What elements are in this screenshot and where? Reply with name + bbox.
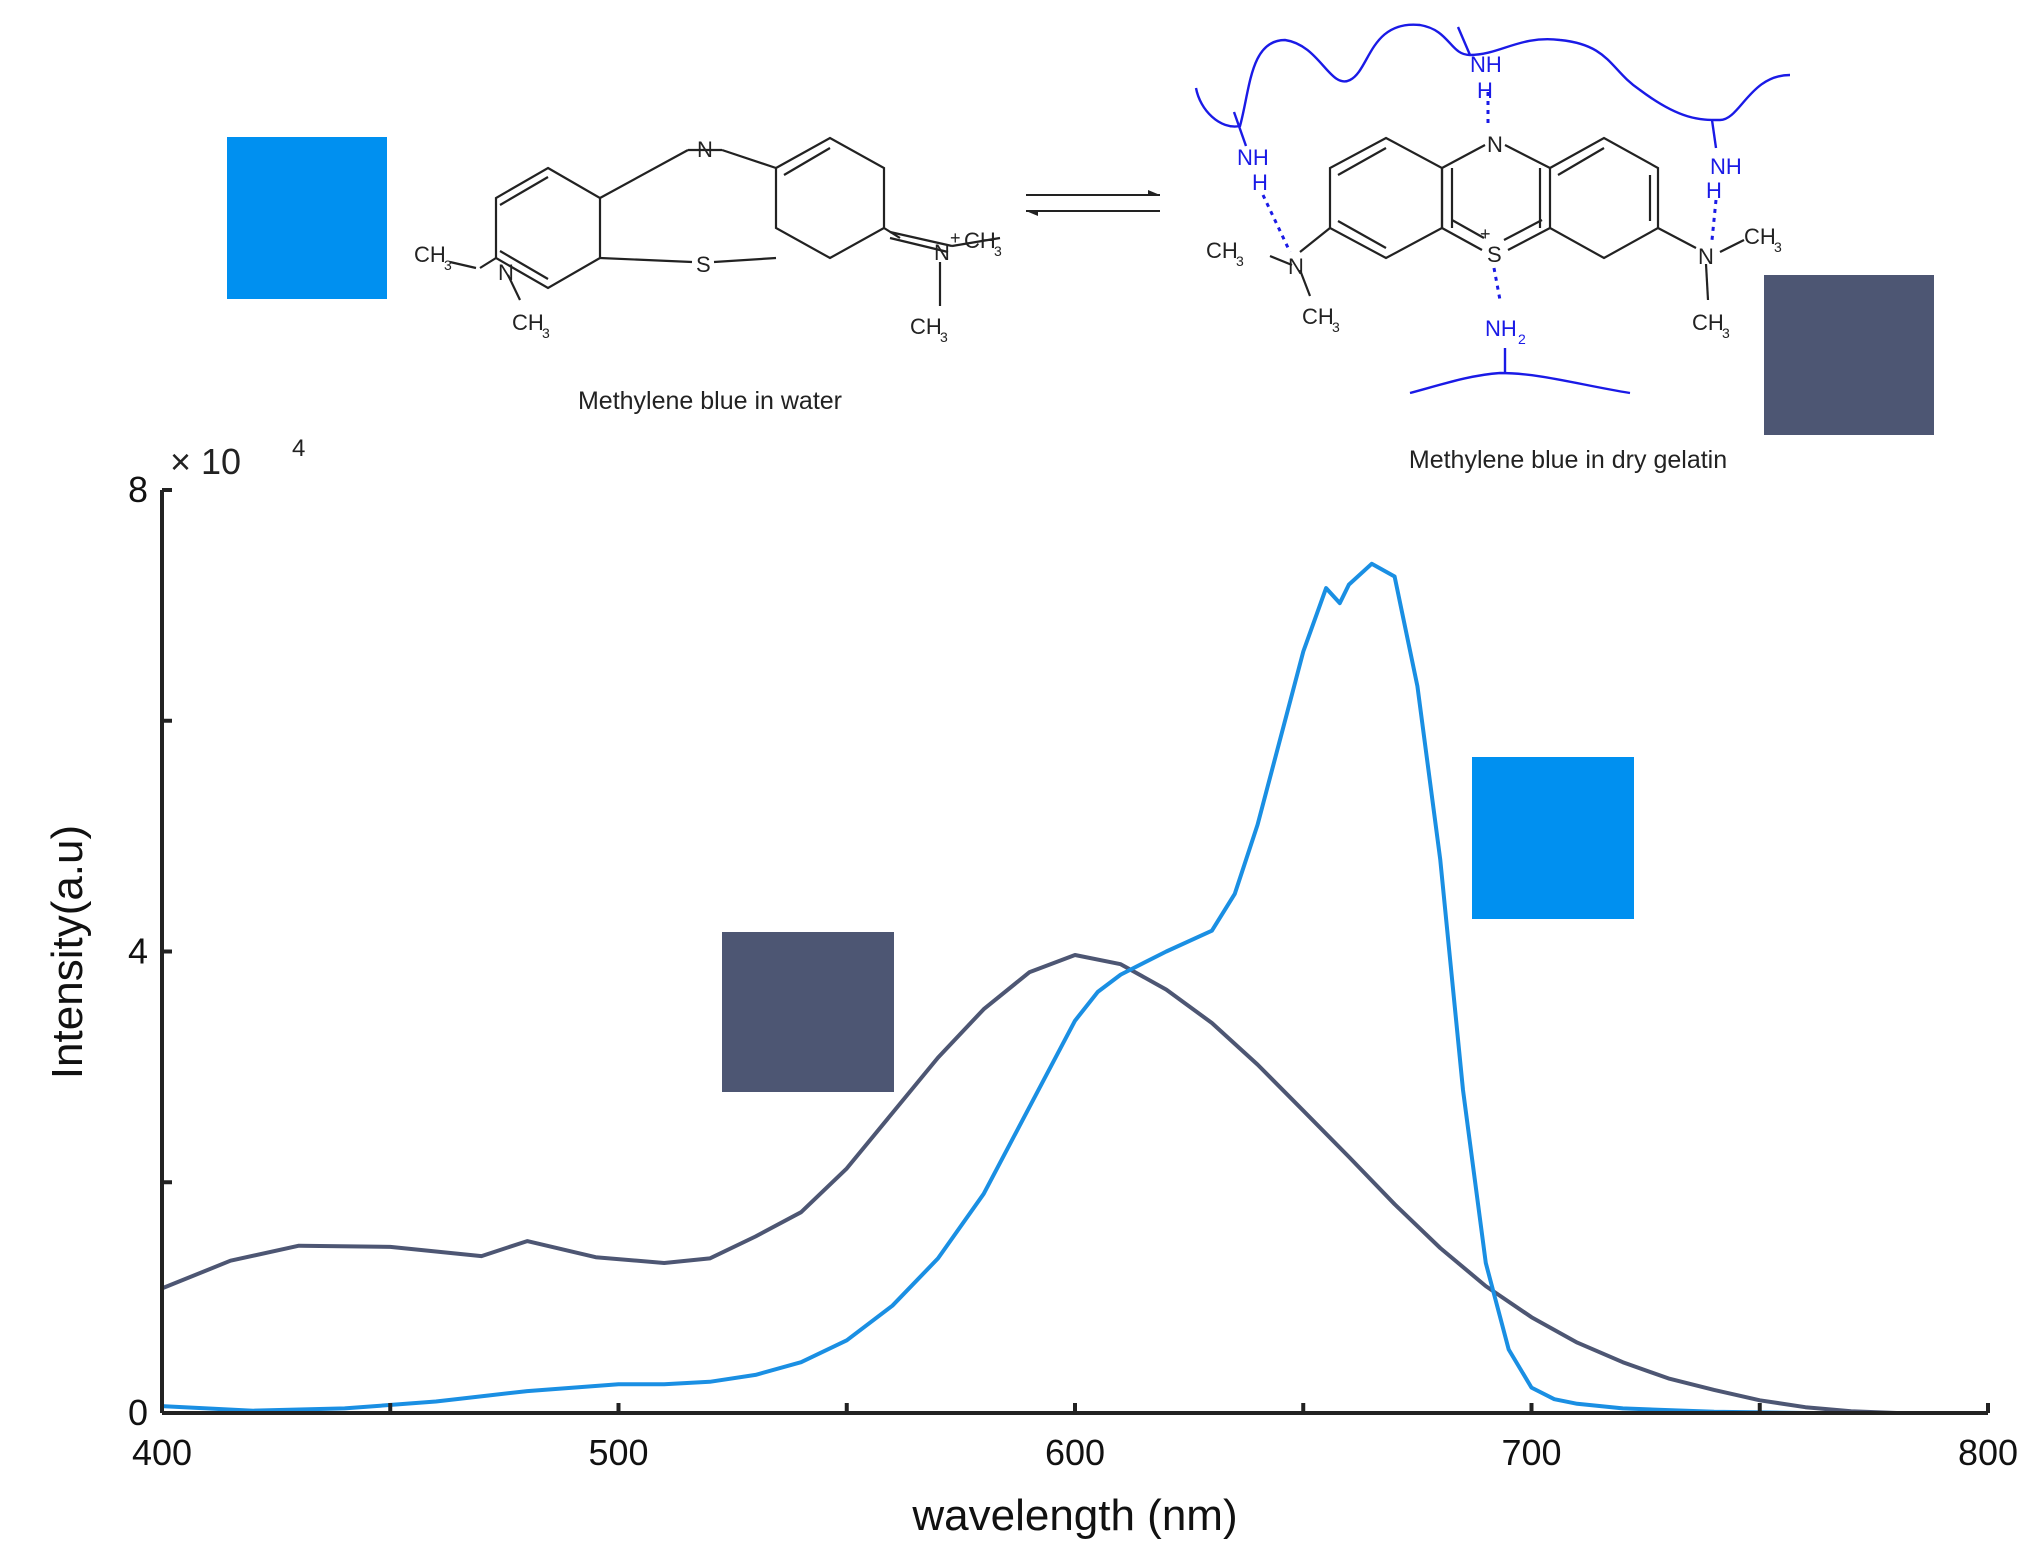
x-axis-label: wavelength (nm): [911, 1491, 1237, 1540]
y-axis-label: Intensity(a.u): [43, 825, 92, 1079]
x-tick-label: 500: [588, 1432, 648, 1473]
ch3-left-top-sub: 3: [444, 257, 452, 273]
atom-s-ring-water: S: [696, 252, 711, 277]
molecule-water: [449, 136, 1001, 306]
nh-top: NH: [1470, 52, 1502, 77]
x-tick-label: 700: [1501, 1432, 1561, 1473]
swatch-water-top: [227, 137, 387, 299]
swatch-gelatin-in-plot: [722, 932, 894, 1092]
atom-n-right-water: N: [934, 240, 950, 265]
h-left: H: [1252, 170, 1268, 195]
nh-right: NH: [1710, 154, 1742, 179]
nh2-bottom: NH: [1485, 316, 1517, 341]
label-water: Methylene blue in water: [578, 387, 842, 415]
scheme-water: N S N N + CH 3 CH 3 CH 3 CH 3 Methylene …: [227, 136, 1002, 415]
equilibrium-arrows: [1026, 190, 1160, 216]
x-tick-label: 400: [132, 1432, 192, 1473]
atom-n-left-water: N: [498, 260, 514, 285]
series-line-1: [161, 953, 1988, 1415]
gelatin-chains: [1194, 23, 1791, 395]
swatch-water-in-plot: [1472, 757, 1634, 919]
y-tick-label: 0: [128, 1392, 148, 1433]
plus-gelatin: +: [1480, 224, 1491, 244]
atom-n-ring-gelatin: N: [1487, 132, 1503, 157]
ch3-left-top-water: CH: [414, 242, 446, 267]
ch3-left-b-gelatin: CH: [1302, 304, 1334, 329]
y-multiplier: × 10: [170, 441, 241, 482]
h-right: H: [1706, 178, 1722, 203]
nh-left: NH: [1237, 145, 1269, 170]
atom-n-left-gelatin: N: [1288, 254, 1304, 279]
molecule-gelatin: [1269, 136, 1745, 301]
swatch-gelatin-top: [1764, 275, 1934, 435]
label-gelatin: Methylene blue in dry gelatin: [1409, 446, 1727, 474]
ch3-right-top-water: CH: [964, 228, 996, 253]
ch3-right-b-sub: 3: [1722, 325, 1730, 341]
ch3-left-bottom-water: CH: [512, 310, 544, 335]
series-layer: [161, 561, 1988, 1415]
x-tick-label: 600: [1045, 1432, 1105, 1473]
x-tick-label: 800: [1958, 1432, 2018, 1473]
scheme-gelatin: NH H NH H NH H NH 2: [1194, 23, 1934, 474]
ch3-right-bottom-water: CH: [910, 314, 942, 339]
ch3-left-a-sub: 3: [1236, 253, 1244, 269]
hbonds: [1261, 92, 1718, 301]
molecule-gelatin-labels: N S + N N CH 3 CH 3 CH 3 CH 3: [1206, 132, 1782, 341]
ch3-right-top-sub: 3: [994, 243, 1002, 259]
ch3-right-a-gelatin: CH: [1744, 224, 1776, 249]
ch3-left-bottom-sub: 3: [542, 325, 550, 341]
ch3-right-a-sub: 3: [1774, 239, 1782, 255]
nh2-bottom-sub: 2: [1518, 331, 1526, 347]
ch3-right-bottom-sub: 3: [940, 329, 948, 345]
spectrum-chart: 400 500 600 700 800 0 4 8 × 10 4 wavelength (nm…: [43, 435, 2018, 1540]
series-line-2: [161, 561, 1988, 1415]
atom-n-right-gelatin: N: [1698, 244, 1714, 269]
ch3-left-a-gelatin: CH: [1206, 238, 1238, 263]
h-top: H: [1477, 78, 1493, 103]
y-multiplier-exponent: 4: [292, 435, 305, 462]
axes-layer: 400 500 600 700 800 0 4 8: [128, 469, 2018, 1473]
ch3-right-b-gelatin: CH: [1692, 310, 1724, 335]
y-tick-label: 8: [128, 469, 148, 510]
y-tick-label: 4: [128, 931, 148, 972]
atom-n-ring-water: N: [697, 137, 713, 162]
atom-s-ring-gelatin: S: [1487, 242, 1502, 267]
ch3-left-b-sub: 3: [1332, 319, 1340, 335]
gelatin-atom-labels: NH H NH H NH H NH 2: [1237, 52, 1742, 347]
plus-water: +: [950, 228, 961, 248]
molecule-water-labels: N S N N + CH 3 CH 3 CH 3 CH 3: [414, 137, 1002, 345]
